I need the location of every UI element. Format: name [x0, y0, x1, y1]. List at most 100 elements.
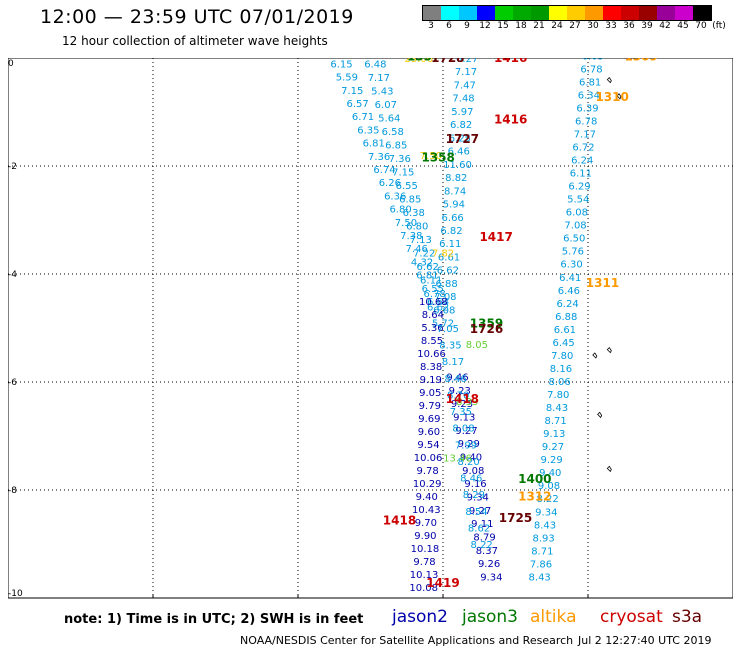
- color-scale-label: 9: [464, 21, 470, 31]
- swh-value-label: 9.13: [453, 413, 475, 424]
- swh-value-label: 6.85: [399, 194, 421, 205]
- pass-time-label: 1357: [407, 58, 440, 63]
- color-scale-label: 70: [695, 21, 707, 31]
- swh-value-label: 9.34: [535, 507, 557, 518]
- swh-value-label: 13.46: [443, 454, 472, 465]
- swh-value-label: 8.22: [537, 494, 559, 505]
- color-scale-label: 21: [533, 21, 545, 31]
- swh-value-label: 6.55: [396, 181, 418, 192]
- swh-value-label: 6.80: [389, 205, 411, 216]
- color-swatch: [657, 6, 675, 20]
- swh-value-label: 10.18: [411, 544, 440, 555]
- swh-value-label: 6.25: [449, 133, 471, 144]
- y-tick-label: -8: [8, 486, 17, 496]
- swh-value-label: 6.55: [422, 284, 444, 295]
- island-outline: [592, 352, 598, 359]
- swh-value-label: 6.72: [572, 142, 594, 153]
- swh-value-label: 10.13: [410, 570, 439, 581]
- swh-value-label: 7.22: [413, 248, 435, 259]
- color-scale-label: (ft): [712, 21, 726, 31]
- swh-value-label: 8.38: [420, 362, 442, 373]
- page-title: 12:00 — 23:59 UTC 07/01/2019: [40, 6, 354, 28]
- swh-value-label: 8.20: [458, 457, 480, 468]
- swh-value-label: 9.05: [419, 388, 441, 399]
- swh-value-label: 6.58: [382, 127, 404, 138]
- pass-time-label: 1358: [421, 150, 454, 164]
- swh-value-label: 8.71: [531, 546, 553, 557]
- color-swatch: [675, 6, 693, 20]
- swh-value-label: 6.26: [379, 178, 401, 189]
- swh-value-label: 6.24: [571, 156, 593, 167]
- swh-value-label: 8.79: [473, 532, 495, 543]
- legend-s3a: s3a: [672, 607, 703, 627]
- swh-value-label: 6.05: [582, 58, 604, 62]
- color-swatch: [603, 6, 621, 20]
- color-swatch: [621, 6, 639, 20]
- color-swatch: [585, 6, 603, 20]
- swh-value-label: 8.17: [442, 357, 464, 368]
- swh-value-label: 8.43: [529, 572, 551, 583]
- swh-value-label: 4.32: [411, 257, 433, 268]
- color-scale-labels: 3 6 9 12 15 18 21 24 27 30 33 36 39 42 45 70 (ft): [422, 21, 728, 31]
- swh-value-label: 8.29: [463, 490, 485, 501]
- y-tick-label: -4: [8, 270, 17, 280]
- swh-value-label: 9.40: [416, 492, 438, 503]
- pass-time-label: 1311: [586, 276, 619, 290]
- swh-value-label: 9.60: [418, 427, 440, 438]
- swh-value-label: 9.46: [446, 373, 468, 384]
- swh-value-label: 9.19: [420, 375, 442, 386]
- color-scale-label: 15: [497, 21, 509, 31]
- island-outline: [606, 346, 612, 354]
- swh-value-label: 6.81: [579, 77, 601, 88]
- swh-value-label: 8.08: [452, 424, 474, 435]
- swh-value-label: 7.46: [406, 244, 428, 255]
- swh-value-label: 7.80: [551, 351, 573, 362]
- color-scale-label: 42: [659, 21, 671, 31]
- wave-height-map: 6063666972750-2-4-6-8-106.056.786.816.34…: [8, 58, 733, 599]
- color-scale-label: 36: [623, 21, 635, 31]
- swh-value-label: 6.57: [346, 99, 368, 110]
- swh-value-label: 7.17: [455, 67, 477, 78]
- swh-value-label: 6.38: [403, 208, 425, 219]
- swh-value-label: 9.11: [471, 519, 493, 530]
- swh-value-label: 6.36: [384, 191, 406, 202]
- island-outline: [606, 76, 612, 84]
- swh-value-label: 7.15: [392, 167, 414, 178]
- color-scale-label: 12: [479, 21, 491, 31]
- swh-value-label: 7.99: [455, 440, 477, 451]
- legend-altika: altika: [530, 607, 577, 627]
- color-scale-label: 18: [515, 21, 527, 31]
- swh-value-label: 6.50: [563, 234, 585, 245]
- color-scale-label: 24: [551, 21, 563, 31]
- swh-value-label: 7.47: [454, 80, 476, 91]
- swh-value-label: 8.46: [460, 474, 482, 485]
- swh-value-label: 9.13: [543, 429, 565, 440]
- swh-value-label: 6.74: [373, 165, 395, 176]
- pass-time-label: 1309: [624, 58, 657, 63]
- pass-time-label: 1419: [426, 576, 459, 590]
- color-swatch: [567, 6, 585, 20]
- swh-value-label: 9.23: [449, 386, 471, 397]
- swh-value-label: 9.78: [416, 466, 438, 477]
- swh-value-label: 7.50: [395, 218, 417, 229]
- legend-jason3: jason3: [462, 607, 518, 627]
- swh-value-label: 5.97: [451, 107, 473, 118]
- swh-value-label: 7.48: [452, 94, 474, 105]
- pass-time-label: 1310: [595, 90, 628, 104]
- swh-value-label: 6.35: [357, 125, 379, 136]
- swh-value-label: 6.80: [406, 221, 428, 232]
- swh-value-label: 6.30: [560, 260, 582, 271]
- swh-value-label: 7.13: [410, 235, 432, 246]
- swh-value-label: 6.85: [385, 140, 407, 151]
- swh-value-label: 6.61: [554, 325, 576, 336]
- pass-time-label: 1728: [431, 58, 464, 65]
- y-tick-label: -2: [8, 162, 17, 172]
- swh-value-label: 6.45: [552, 338, 574, 349]
- swh-value-label: 5.94: [443, 200, 465, 211]
- swh-value-label: 8.16: [550, 364, 572, 375]
- swh-value-label: 8.06: [548, 377, 570, 388]
- swh-value-label: 6.46: [558, 286, 580, 297]
- swh-value-label: 6.88: [555, 312, 577, 323]
- swh-value-label: 9.29: [458, 439, 480, 450]
- swh-value-label: 9.27: [542, 442, 564, 453]
